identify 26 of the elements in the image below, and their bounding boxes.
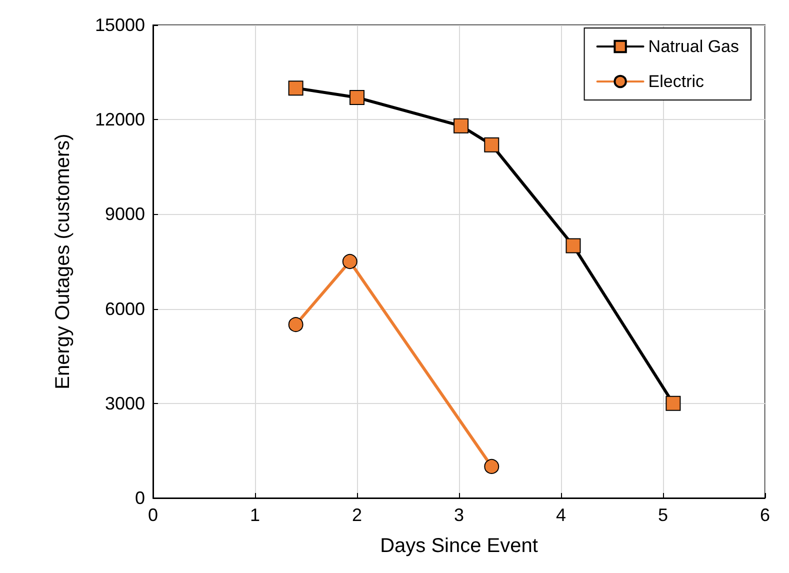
y-tick-label: 6000: [104, 298, 145, 319]
legend-label: Natrual Gas: [648, 37, 739, 56]
point: [666, 396, 681, 411]
x-tick-label: 2: [352, 505, 362, 525]
y-axis-title: Energy Outages (customers): [52, 134, 74, 390]
x-tick-label: 1: [250, 505, 260, 525]
x-tick-label: 4: [556, 505, 566, 525]
x-tick-label: 0: [148, 505, 158, 525]
y-tick-label: 15000: [94, 15, 145, 35]
x-tick-label: 5: [658, 505, 668, 525]
legend-label: Electric: [648, 72, 705, 91]
point: [484, 458, 500, 474]
x-tick-label: 3: [454, 505, 464, 525]
x-axis-title: Days Since Event: [380, 535, 538, 557]
point: [342, 254, 358, 269]
y-tick-label: 9000: [104, 204, 145, 224]
y-tick-label: 3000: [104, 393, 145, 414]
point: [566, 238, 581, 254]
y-tick-label: 12000: [94, 110, 145, 130]
point: [288, 317, 304, 332]
point: [350, 90, 364, 106]
point: [484, 137, 500, 152]
point: [454, 118, 469, 134]
y-tick-label: 0: [134, 488, 145, 508]
point: [288, 80, 304, 96]
x-tick-label: 6: [760, 505, 770, 525]
